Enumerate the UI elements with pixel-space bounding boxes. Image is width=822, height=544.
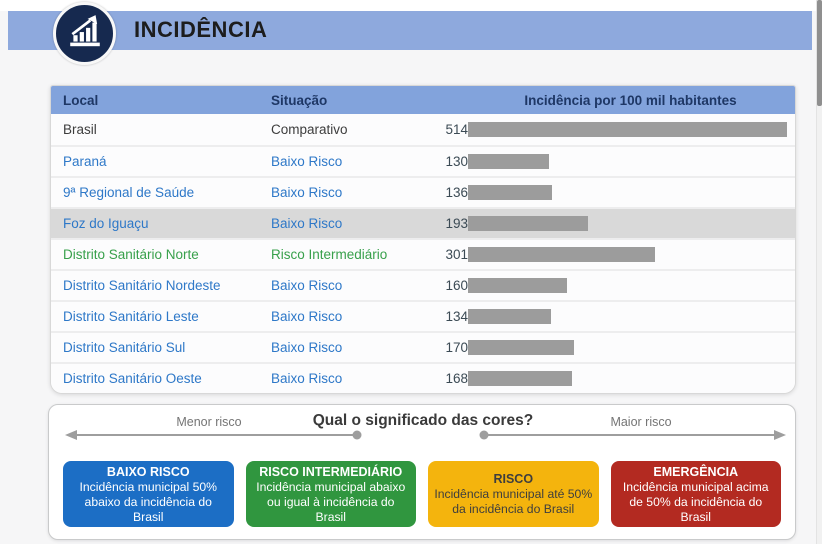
legend-card-description: Incidência municipal até 50% da incidênc… [434,487,593,516]
cell-situacao: Baixo Risco [271,278,343,293]
column-header-situacao: Situação [271,92,328,108]
vertical-scrollbar[interactable] [816,0,822,544]
value-bar [468,340,574,355]
bar-track [468,185,787,200]
bar-track [468,247,787,262]
cell-value: 301 [445,247,468,262]
higher-risk-label: Maior risco [610,415,672,429]
table-body: Brasil Comparativo 514 Paraná Baixo Risc… [51,114,795,393]
scrollbar-thumb[interactable] [817,0,822,106]
page-title: INCIDÊNCIA [134,17,268,42]
lower-risk-label: Menor risco [176,415,242,429]
cell-local: Brasil [63,122,97,137]
cell-situacao: Baixo Risco [271,185,343,200]
cell-situacao: Comparativo [271,122,348,137]
bar-track [468,122,787,137]
table-header-row: Local Situação Incidência por 100 mil ha… [51,86,795,114]
value-bar [468,371,573,386]
table-row[interactable]: Distrito Sanitário Nordeste Baixo Risco … [51,269,795,300]
legend-cards: BAIXO RISCO Incidência municipal 50% aba… [63,461,781,527]
legend-card-description: Incidência municipal acima de 50% da inc… [622,479,769,524]
cell-situacao: Baixo Risco [271,371,343,386]
legend-card-title: RISCO INTERMEDIÁRIO [259,464,403,479]
bar-chart-growth-icon [66,12,104,55]
bar-track [468,278,787,293]
cell-situacao: Baixo Risco [271,154,343,169]
value-bar [468,122,787,137]
cell-local: Distrito Sanitário Oeste [63,371,202,386]
value-bar [468,185,553,200]
right-arrow-icon [476,428,788,447]
cell-situacao: Baixo Risco [271,340,343,355]
legend-card-title: RISCO [493,472,534,486]
legend-card-title: EMERGÊNCIA [653,464,739,479]
bar-track [468,154,787,169]
bar-track [468,371,787,386]
cell-situacao: Risco Intermediário [271,247,388,262]
table-row[interactable]: Distrito Sanitário Oeste Baixo Risco 168 [51,362,795,393]
table-row[interactable]: Distrito Sanitário Sul Baixo Risco 170 [51,331,795,362]
cell-situacao: Baixo Risco [271,309,343,324]
value-bar [468,309,552,324]
cell-value: 160 [445,278,468,293]
table-row[interactable]: Distrito Sanitário Norte Risco Intermedi… [51,238,795,269]
cell-value: 168 [445,371,468,386]
value-bar [468,216,588,231]
cell-local: Distrito Sanitário Nordeste [63,278,221,293]
cell-value: 514 [445,122,468,137]
cell-value: 136 [445,185,468,200]
column-header-incidencia: Incidência por 100 mil habitantes [524,92,737,108]
cell-local: Paraná [63,154,107,169]
legend-card-title: BAIXO RISCO [106,464,190,479]
left-arrow-icon [63,428,365,447]
cell-local: Foz do Iguaçu [63,216,149,231]
value-bar [468,247,655,262]
cell-local: Distrito Sanitário Norte [63,247,199,262]
cell-local: Distrito Sanitário Leste [63,309,199,324]
value-bar [468,154,549,169]
bar-track [468,309,787,324]
cell-situacao: Baixo Risco [271,216,343,231]
cell-value: 134 [445,309,468,324]
cell-value: 130 [445,154,468,169]
bar-track [468,340,787,355]
legend-card-description: Incidência municipal abaixo ou igual à i… [256,479,406,524]
legend-card: EMERGÊNCIA Incidência municipal acima de… [610,461,781,527]
table-row[interactable]: Foz do Iguaçu Baixo Risco 193 [51,207,795,238]
table-row[interactable]: 9ª Regional de Saúde Baixo Risco 136 [51,176,795,207]
table-row[interactable]: Brasil Comparativo 514 [51,114,795,145]
cell-local: Distrito Sanitário Sul [63,340,186,355]
legend-card: BAIXO RISCO Incidência municipal 50% aba… [63,461,234,527]
table-row[interactable]: Distrito Sanitário Leste Baixo Risco 134 [51,300,795,331]
cell-value: 193 [445,216,468,231]
cell-value: 170 [445,340,468,355]
top-strip [0,0,822,11]
incidence-table: Local Situação Incidência por 100 mil ha… [50,85,796,394]
table-row[interactable]: Paraná Baixo Risco 130 [51,145,795,176]
color-legend-panel: Qual o significado das cores? Menor risc… [48,404,796,540]
column-header-local: Local [63,92,99,108]
header-banner [8,11,812,50]
legend-title: Qual o significado das cores? [312,412,534,429]
legend-card-description: Incidência municipal 50% abaixo da incid… [79,479,218,524]
legend-card: RISCO INTERMEDIÁRIO Incidência municipal… [245,461,416,527]
value-bar [468,278,568,293]
cell-local: 9ª Regional de Saúde [63,185,195,200]
bar-track [468,216,787,231]
legend-card: RISCO Incidência municipal até 50% da in… [428,461,599,527]
incidence-logo [53,2,116,65]
